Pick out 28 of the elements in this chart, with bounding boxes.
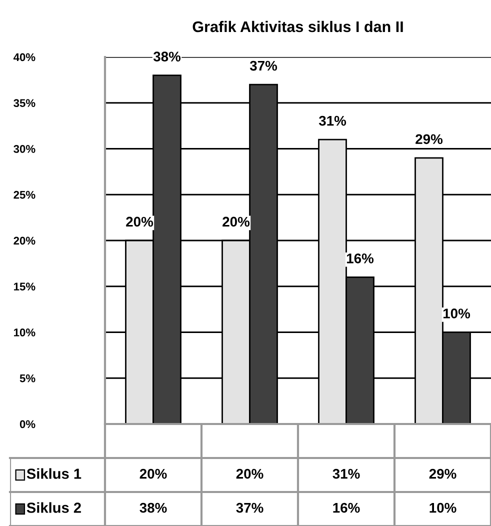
data-label: 38%	[140, 502, 167, 513]
text: 31%	[318, 116, 346, 126]
text: 20%	[126, 216, 154, 227]
y-tick-label: 40%	[13, 53, 36, 62]
data-label: 10%	[430, 502, 456, 513]
y-tick-label: 35%	[14, 99, 36, 108]
chart-title: Grafik Aktivitas siklus I dan II	[192, 20, 403, 32]
y-tick-label: 10%	[14, 328, 36, 336]
legend-label: Siklus 1	[26, 468, 82, 479]
text: 10%	[443, 308, 470, 318]
data-label: 37%	[236, 502, 264, 513]
y-tick-label: 30%	[14, 145, 36, 153]
text: 37%	[250, 60, 278, 71]
data-label: 16%	[333, 502, 360, 513]
text: 16%	[346, 254, 374, 264]
legend-label: Siklus 2	[26, 502, 81, 513]
data-label: 29%	[429, 468, 456, 479]
data-label: 20%	[236, 468, 264, 479]
text: 20%	[222, 216, 250, 227]
y-tick-label: 15%	[14, 282, 36, 291]
y-tick-label: 5%	[20, 374, 36, 382]
y-tick-label: 25%	[14, 190, 36, 199]
text: 29%	[416, 134, 443, 144]
data-label: 20%	[140, 468, 167, 479]
y-tick-label: 20%	[14, 236, 36, 245]
data-label: 31%	[332, 468, 360, 479]
text: 38%	[153, 52, 181, 62]
y-tick-label: 0%	[20, 420, 36, 428]
